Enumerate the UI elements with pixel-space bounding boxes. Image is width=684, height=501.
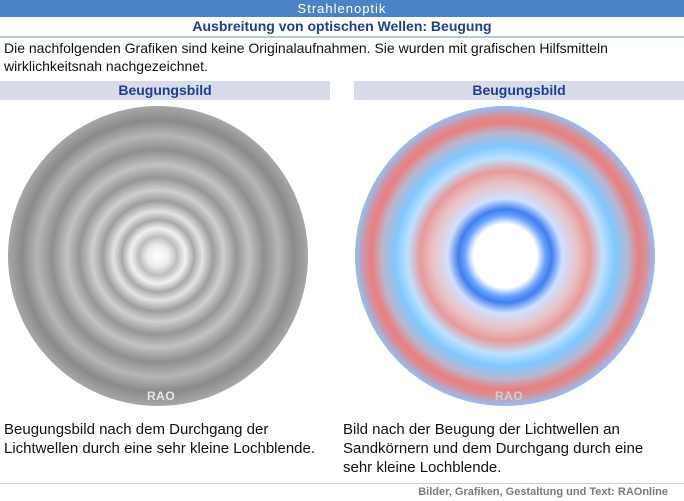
intro-text: Die nachfolgenden Grafiken sind keine Or… — [4, 40, 608, 74]
watermark-right: RAO — [495, 389, 524, 403]
section-title: Strahlenoptik — [297, 1, 387, 16]
caption-right: Bild nach der Beugung der Lichtwellen an… — [343, 421, 644, 476]
footer: Bilder, Grafiken, Gestaltung und Text: R… — [0, 483, 684, 501]
caption-left: Beugungsbild nach dem Durchgang der Lich… — [4, 421, 316, 457]
diffraction-image-color — [355, 106, 655, 406]
footer-credit: Bilder, Grafiken, Gestaltung und Text: R… — [418, 486, 668, 498]
panel-heading-left: Beugungsbild — [0, 81, 330, 100]
section-bar: Strahlenoptik — [0, 0, 684, 17]
watermark-left: RAO — [147, 389, 176, 403]
page-title: Ausbreitung von optischen Wellen: Beugun… — [0, 17, 684, 38]
panel-heading-right: Beugungsbild — [354, 81, 684, 100]
diffraction-image-grayscale — [8, 106, 308, 406]
